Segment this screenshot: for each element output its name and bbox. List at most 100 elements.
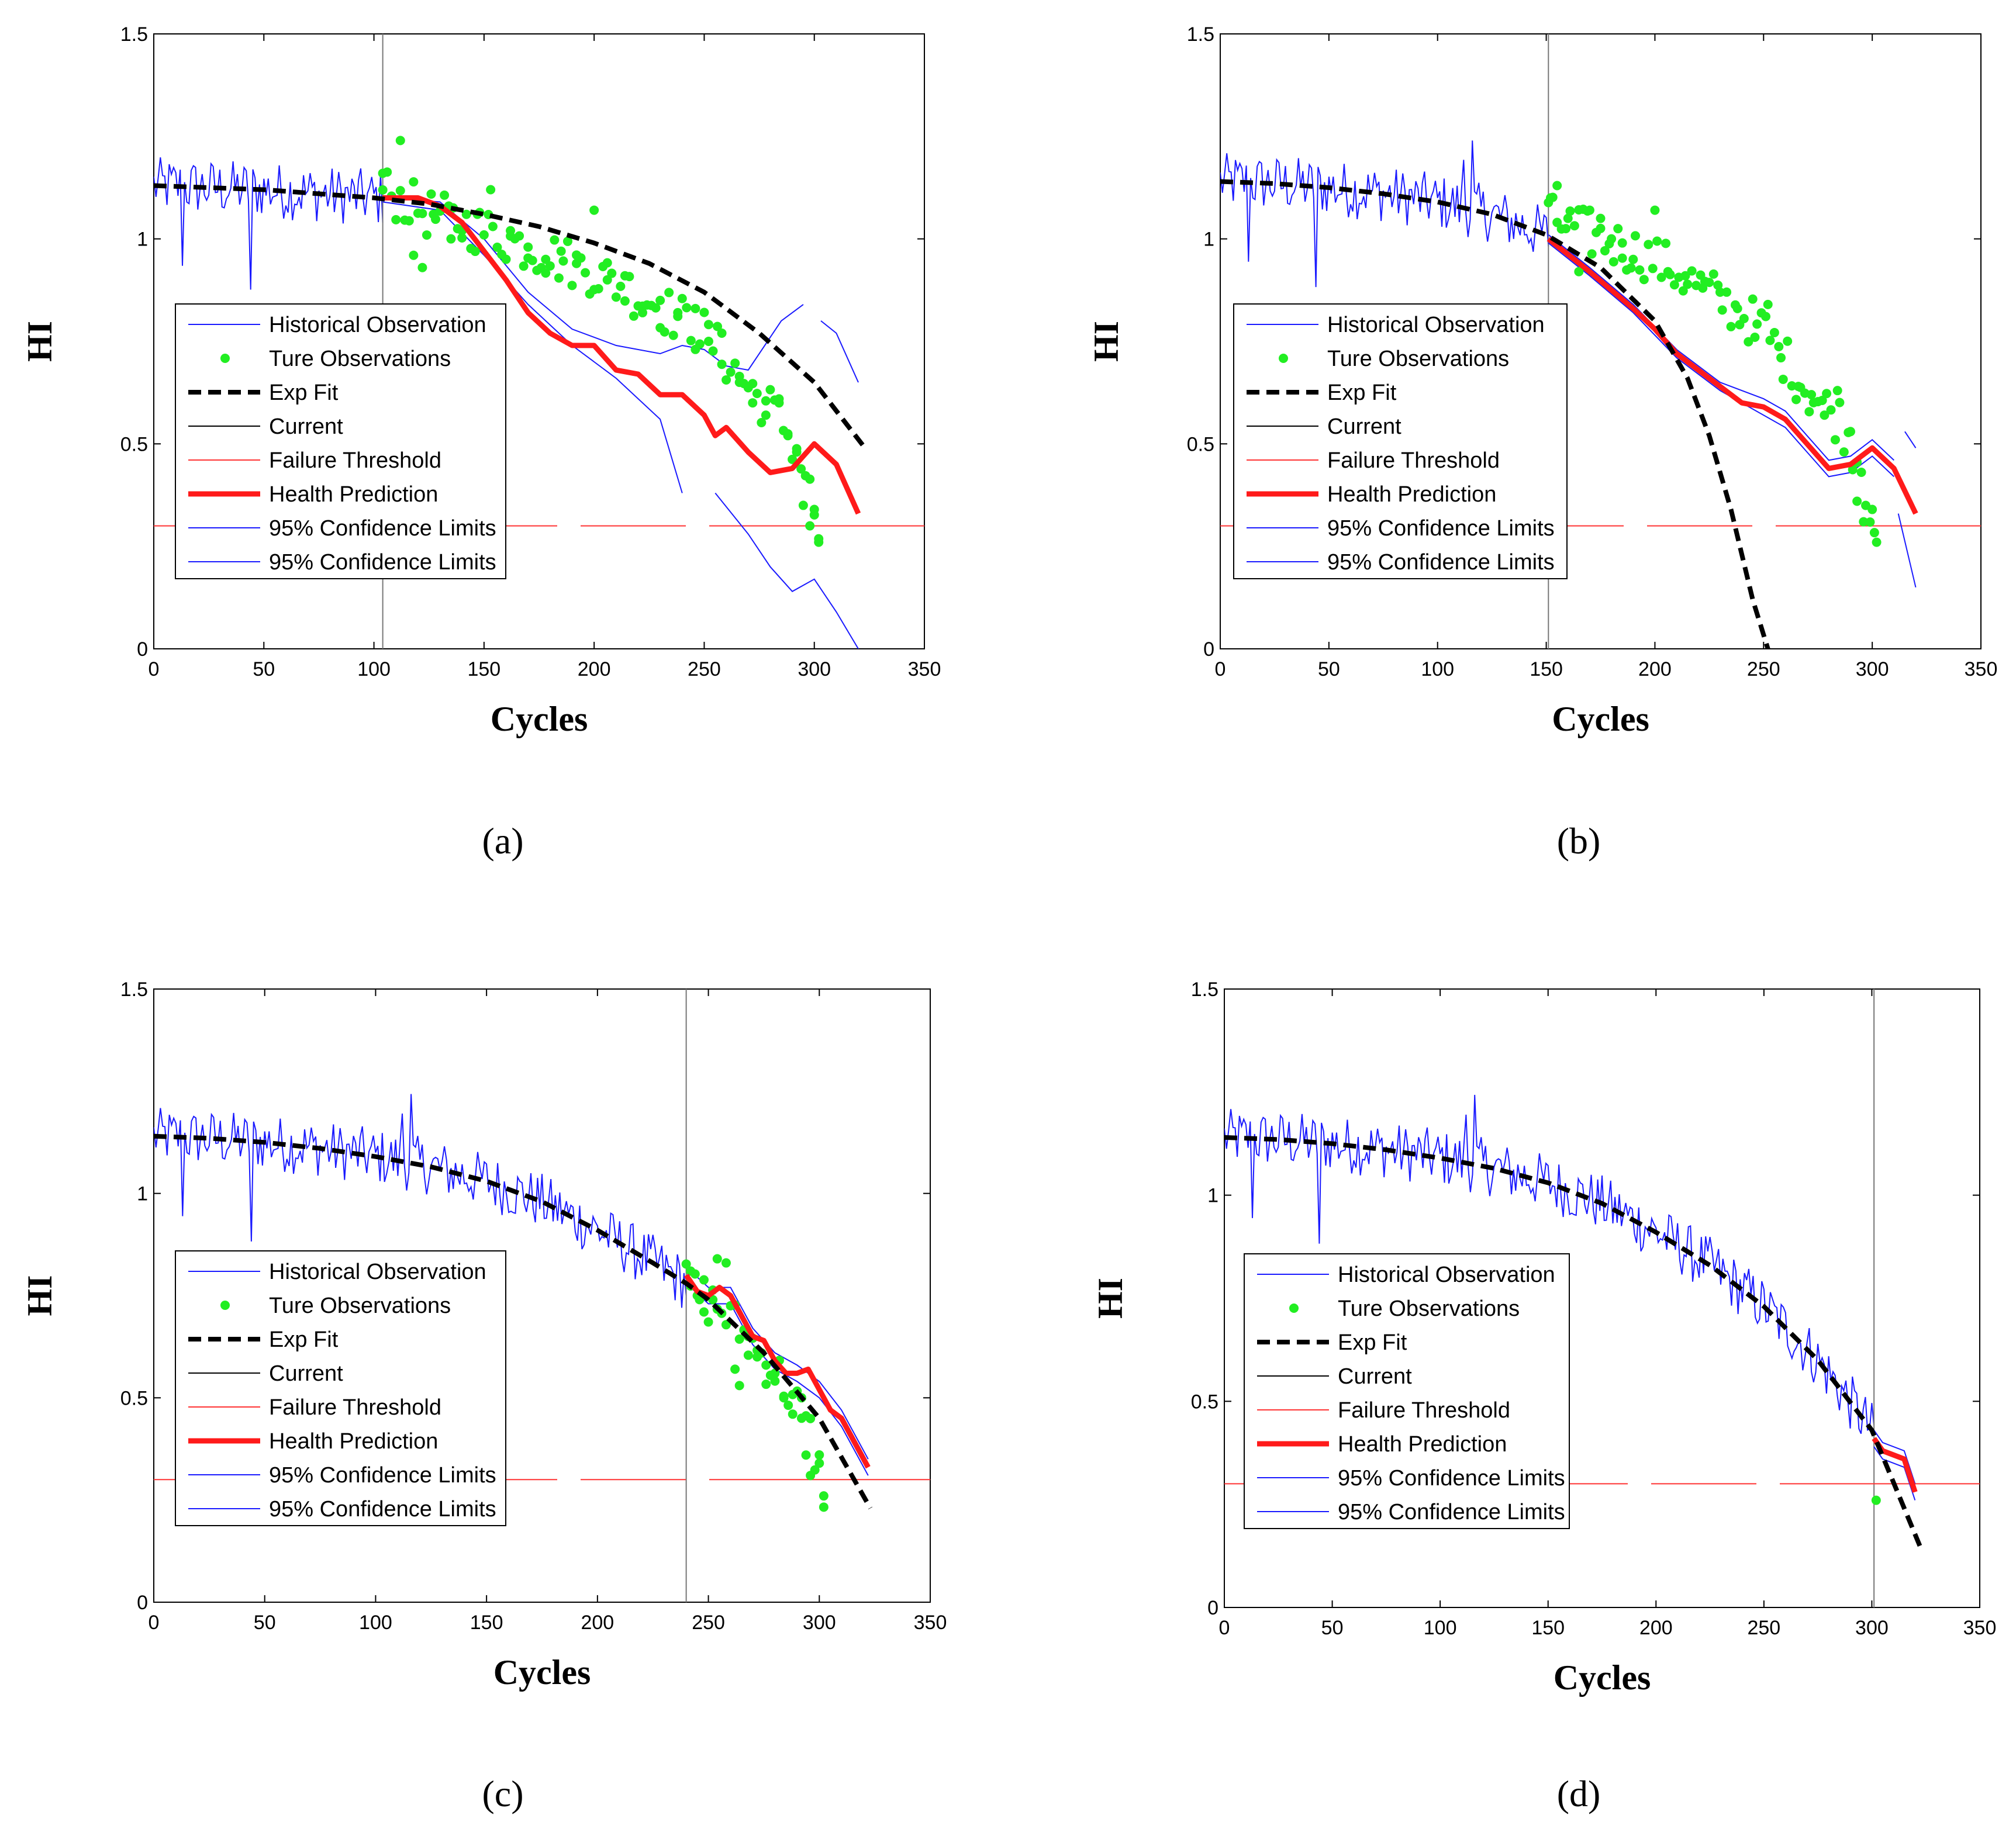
observation-point xyxy=(1674,272,1684,282)
x-tick-label: 50 xyxy=(1321,1617,1344,1639)
observation-point xyxy=(1687,266,1697,276)
observation-point xyxy=(779,1391,789,1401)
observation-point xyxy=(1574,267,1584,276)
observation-point xyxy=(713,321,723,331)
observation-point xyxy=(567,281,577,291)
observation-point xyxy=(1783,336,1793,346)
x-tick-label: 100 xyxy=(1424,1617,1457,1639)
observation-point xyxy=(703,337,713,346)
exp-fit-line xyxy=(1224,1135,1924,1551)
observation-point xyxy=(1630,231,1640,241)
observation-point xyxy=(690,1269,700,1279)
observation-point xyxy=(783,429,793,439)
observation-point xyxy=(801,1450,811,1460)
observation-point xyxy=(708,346,718,356)
y-tick-label: 1 xyxy=(137,1183,148,1205)
observation-point xyxy=(378,185,388,195)
legend-label: Ture Observations xyxy=(1338,1296,1520,1321)
observation-point xyxy=(761,1379,771,1389)
observation-point xyxy=(431,215,441,224)
legend-label: Current xyxy=(269,414,343,439)
legend-label: Historical Observation xyxy=(269,1260,486,1284)
observation-point xyxy=(722,375,731,385)
observation-point xyxy=(730,358,740,368)
x-tick-label: 100 xyxy=(357,658,391,680)
x-axis-label: Cycles xyxy=(493,1653,591,1692)
x-tick-label: 350 xyxy=(914,1612,947,1634)
observation-point xyxy=(417,262,427,272)
legend-label: Failure Threshold xyxy=(269,448,441,473)
observation-point xyxy=(1776,353,1786,363)
exp-fit-line xyxy=(154,183,867,450)
legend-label: 95% Confidence Limits xyxy=(1338,1500,1565,1524)
observation-point xyxy=(681,1259,691,1269)
health-prediction-line xyxy=(1546,237,1918,515)
observation-point xyxy=(1561,224,1571,234)
observation-point xyxy=(576,253,586,263)
observation-point xyxy=(1844,427,1853,437)
legend-box xyxy=(175,1250,506,1526)
observation-point xyxy=(1774,341,1784,351)
observation-point xyxy=(668,330,678,340)
observation-point xyxy=(1661,238,1671,248)
observation-point xyxy=(422,230,431,240)
observation-point xyxy=(1604,238,1614,248)
observation-point xyxy=(1691,281,1701,291)
observation-point xyxy=(624,272,634,282)
observation-point xyxy=(545,261,555,271)
chart-panel: 0 50 100 150 200 250 300 350 0 0.5 1 1.5 Cycles HI His… xyxy=(1091,979,1996,1814)
chart-panel: 0 50 100 150 200 250 300 350 0 0.5 1 1.5 Cycles HI His… xyxy=(20,23,941,862)
observation-point xyxy=(556,246,566,256)
observation-point xyxy=(409,250,419,260)
observation-point xyxy=(1683,279,1693,289)
x-tick-label: 250 xyxy=(692,1612,725,1634)
legend-label: 95% Confidence Limits xyxy=(1327,516,1555,541)
observation-point xyxy=(1563,213,1573,223)
observation-point xyxy=(550,235,560,245)
observation-point xyxy=(589,205,599,215)
x-tick-label: 150 xyxy=(470,1612,503,1634)
observation-point xyxy=(515,231,524,241)
observation-point xyxy=(1832,386,1842,396)
observation-point xyxy=(501,254,511,264)
legend-label: Failure Threshold xyxy=(1327,448,1500,473)
x-tick-label: 350 xyxy=(1965,658,1998,680)
y-tick-label: 0 xyxy=(1207,1597,1218,1619)
confidence-lower-line xyxy=(382,201,683,493)
observation-point xyxy=(1639,275,1649,285)
observation-point xyxy=(426,189,436,199)
legend-label: Current xyxy=(269,1361,343,1386)
observation-point xyxy=(792,444,802,454)
observation-point xyxy=(1739,314,1749,324)
observation-point xyxy=(1617,253,1627,263)
legend: Historical Observation Ture Observations E… xyxy=(1244,1253,1570,1529)
x-tick-label: 200 xyxy=(1639,1617,1673,1639)
observation-point xyxy=(1765,336,1775,345)
observation-point xyxy=(788,454,798,464)
observation-point xyxy=(620,296,630,306)
observation-point xyxy=(1800,388,1810,398)
observation-point xyxy=(703,320,713,330)
x-tick-label: 100 xyxy=(1421,658,1454,680)
legend-label: Historical Observation xyxy=(269,313,486,337)
observation-point xyxy=(1791,395,1801,404)
observation-point xyxy=(717,328,727,338)
observation-point xyxy=(602,275,612,285)
confidence-upper-tail-line xyxy=(1904,431,1917,448)
observation-point xyxy=(734,1381,744,1391)
observation-point xyxy=(1617,238,1627,248)
observation-point xyxy=(660,327,669,337)
panel-caption: (d) xyxy=(1557,1773,1601,1814)
legend-label: Ture Observations xyxy=(269,347,451,371)
x-tick-label: 0 xyxy=(1215,658,1226,680)
observation-point xyxy=(1583,206,1593,216)
observation-point xyxy=(1569,221,1579,231)
legend-box xyxy=(175,303,506,579)
observation-point xyxy=(1717,305,1727,315)
observation-point xyxy=(1769,327,1779,337)
x-tick-label: 300 xyxy=(1855,1617,1889,1639)
observation-point xyxy=(798,500,808,510)
legend-label: Historical Observation xyxy=(1327,313,1545,337)
observation-point xyxy=(1704,278,1714,288)
